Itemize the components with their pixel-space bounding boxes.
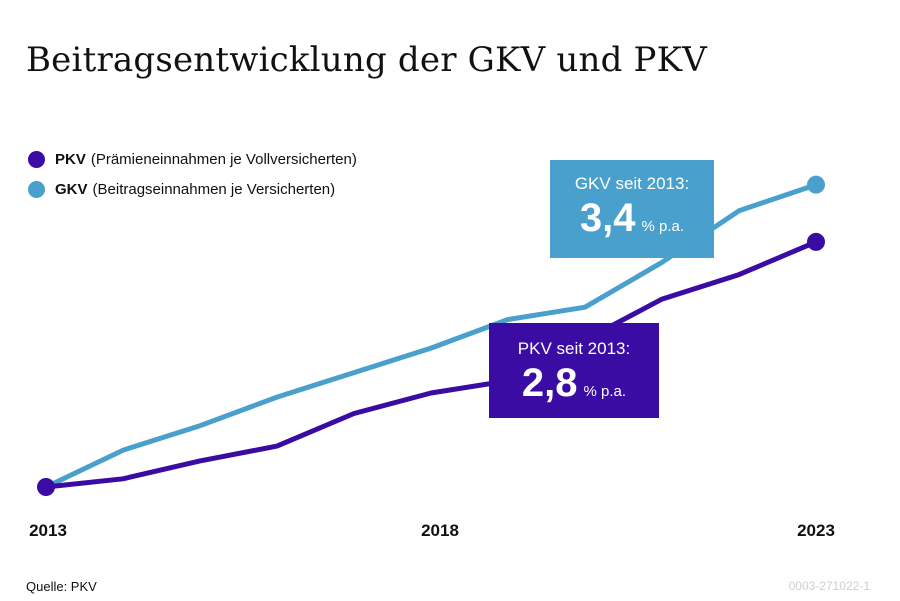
callout-gkv-value: 3,4	[579, 196, 636, 240]
callout-gkv-label: GKV seit 2013:	[574, 174, 690, 193]
callout-gkv-value-row: 3,4 % p.a.	[550, 196, 714, 241]
x-tick-label-2023: 2023	[797, 521, 835, 540]
legend: PKV (Prämieneinnahmen je Vollversicherte…	[28, 146, 357, 206]
callout-pkv-unit: % p.a.	[583, 383, 627, 400]
series-line-pkv	[43, 239, 819, 490]
x-tick-label-2013: 2013	[29, 521, 67, 540]
graphic-code: 0003-271022-1	[788, 579, 870, 593]
chart-title: Beitragsentwicklung der GKV und PKV	[26, 40, 707, 80]
end-point-gkv	[807, 175, 825, 194]
callout-gkv: GKV seit 2013: 3,4 % p.a.	[550, 160, 714, 258]
legend-dot-gkv	[28, 180, 45, 198]
legend-item-gkv: GKV (Beitragseinnahmen je Versicherten)	[28, 176, 357, 202]
callout-pkv-label: PKV seit 2013:	[517, 339, 631, 358]
callout-pkv-value-row: 2,8 % p.a.	[489, 361, 659, 406]
start-point	[37, 478, 55, 496]
callout-pkv-value: 2,8	[521, 361, 578, 405]
callout-gkv-unit: % p.a.	[641, 218, 685, 235]
callout-pkv: PKV seit 2013: 2,8 % p.a.	[489, 323, 659, 418]
legend-desc-gkv: (Beitragseinnahmen je Versicherten)	[92, 180, 336, 198]
source-note: Quelle: PKV	[26, 579, 97, 594]
end-point-pkv	[807, 232, 825, 251]
legend-dot-pkv	[28, 150, 45, 168]
x-tick-label-2018: 2018	[421, 521, 459, 540]
legend-key-gkv: GKV	[55, 180, 88, 198]
legend-desc-pkv: (Prämieneinnahmen je Vollversicherten)	[90, 150, 357, 168]
legend-key-pkv: PKV	[55, 150, 86, 168]
legend-item-pkv: PKV (Prämieneinnahmen je Vollversicherte…	[28, 146, 357, 172]
